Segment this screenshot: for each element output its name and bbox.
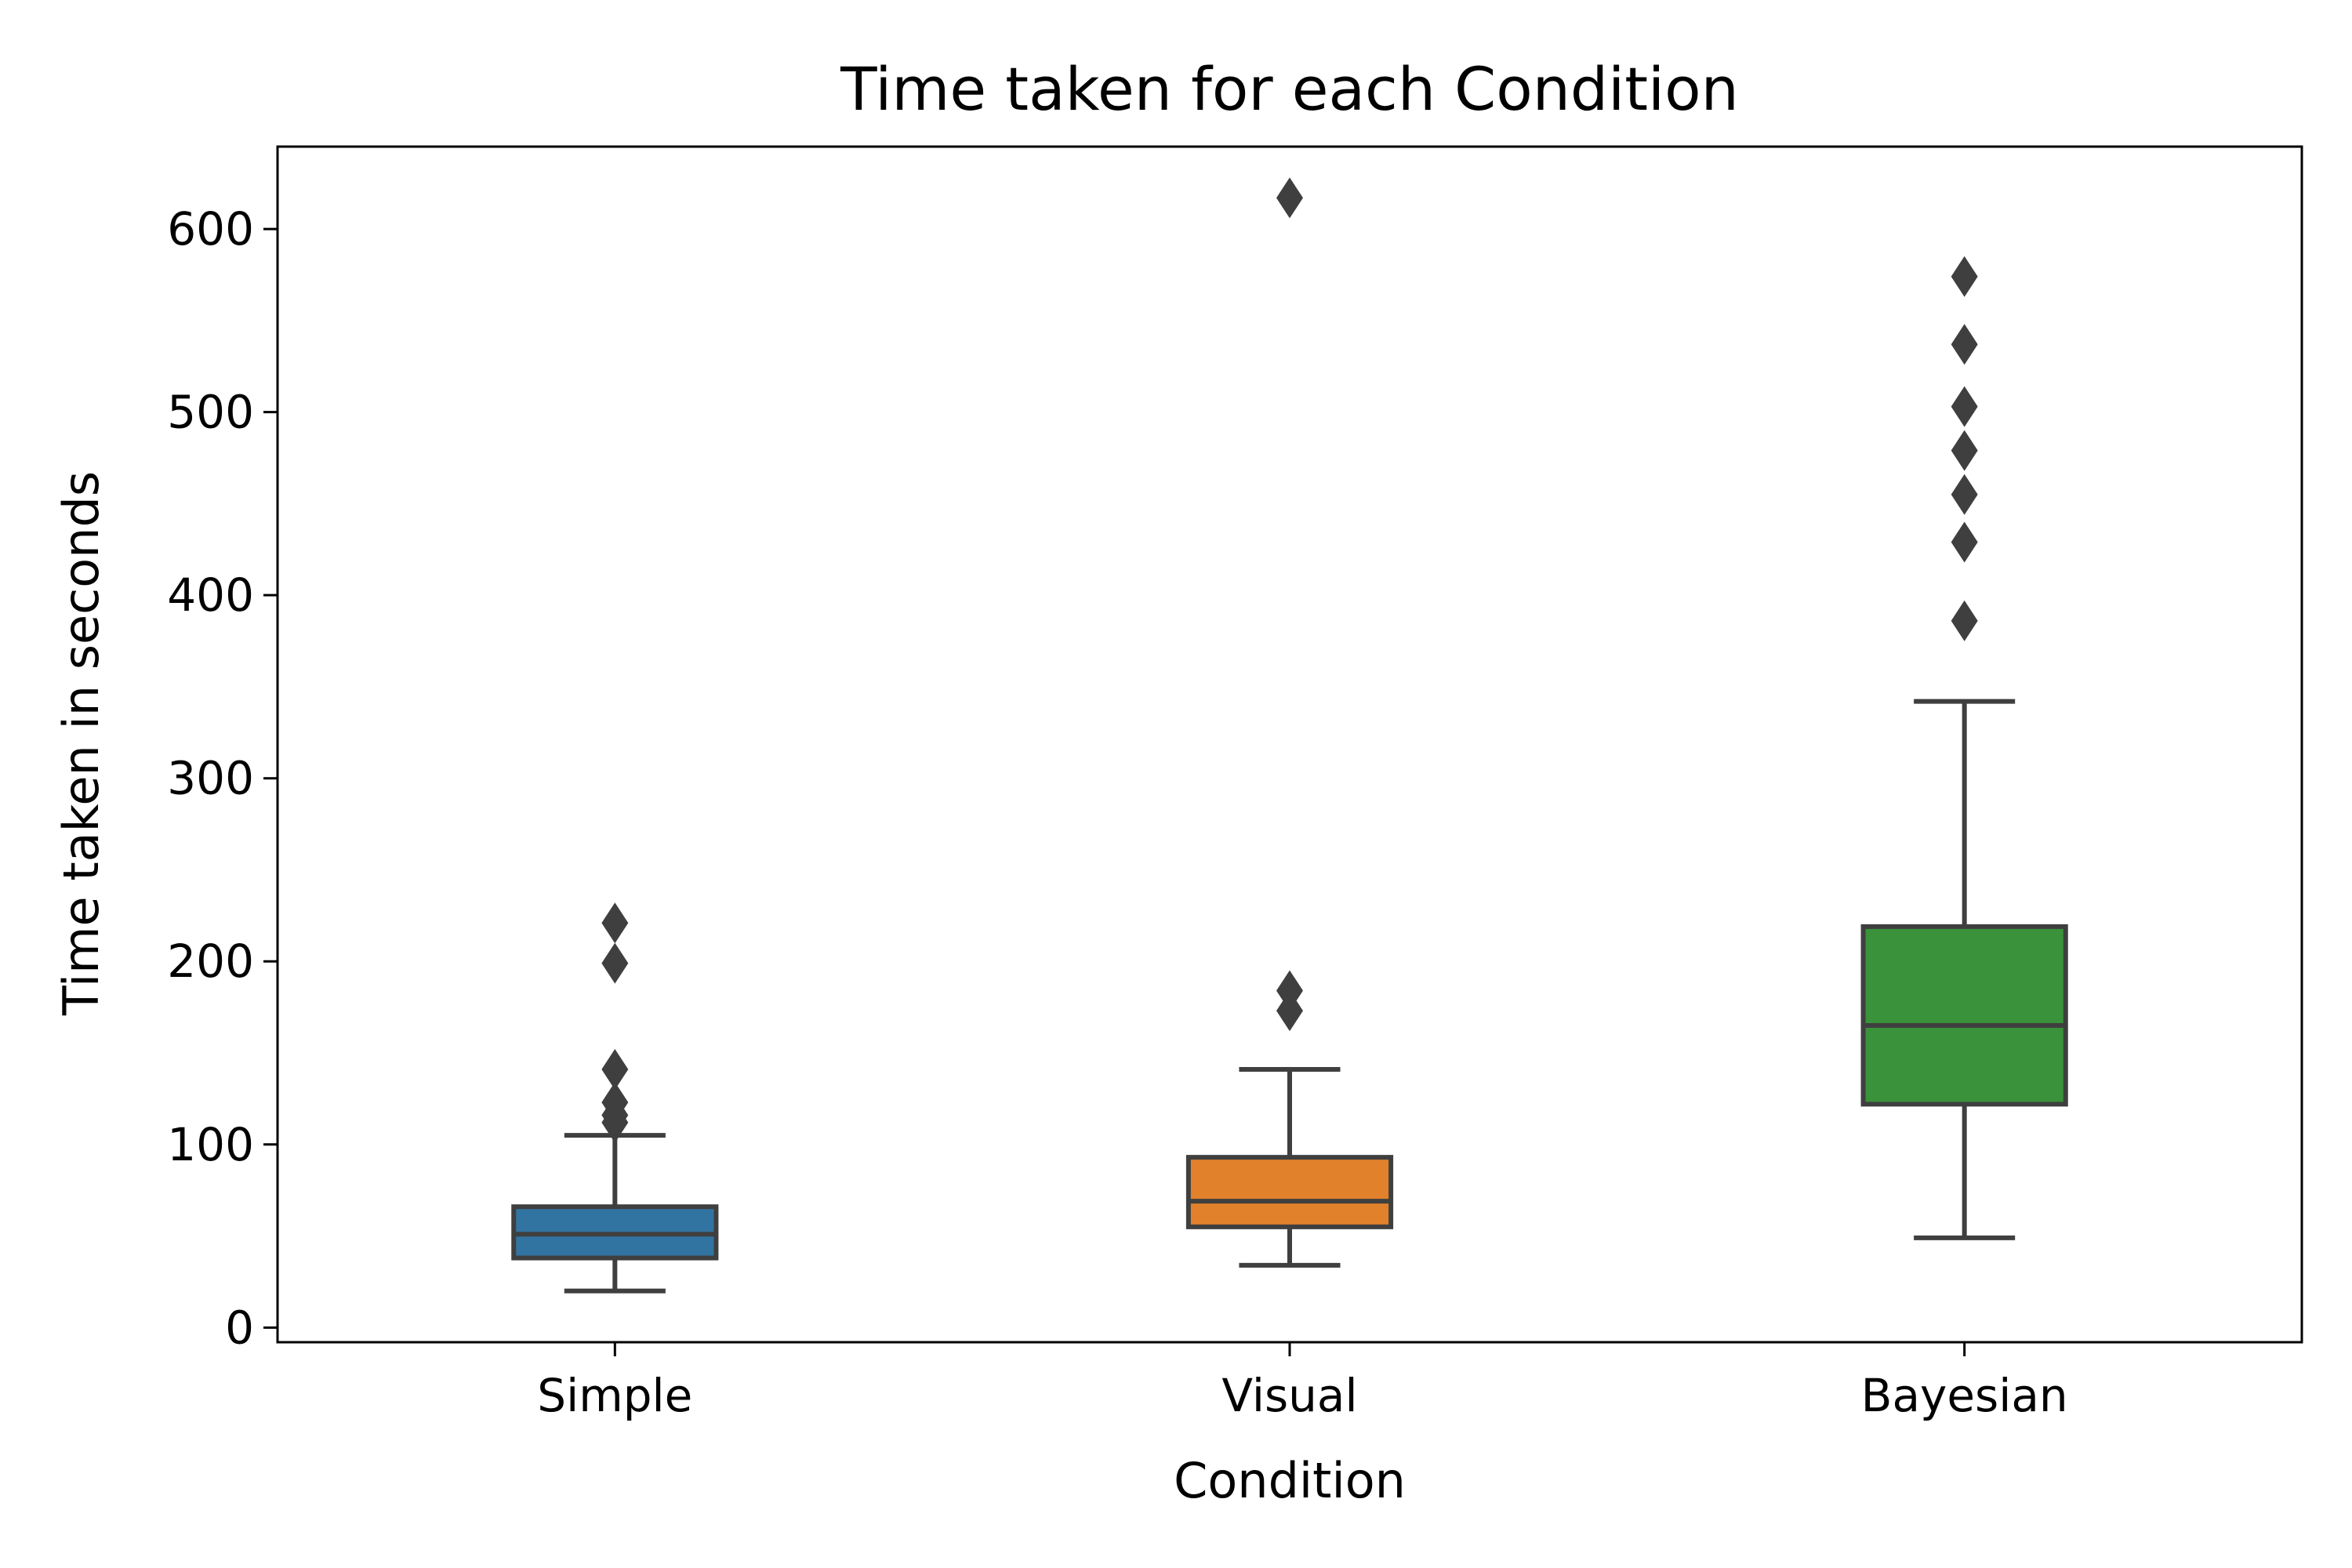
y-tick-label: 500 (167, 386, 254, 439)
y-tick-label: 600 (167, 202, 254, 256)
y-tick-label: 100 (167, 1118, 254, 1171)
y-tick-label: 400 (167, 568, 254, 622)
y-tick-label: 300 (167, 752, 254, 805)
box-visual (1185, 177, 1394, 1268)
box-simple (511, 902, 719, 1294)
outlier-point (1951, 386, 1978, 427)
outlier-point (1951, 474, 1978, 515)
x-axis-label: Condition (1174, 1452, 1406, 1509)
outlier-point (1276, 177, 1303, 219)
outlier-point (1951, 256, 1978, 297)
box-bayesian (1860, 256, 2068, 1240)
x-tick-label: Bayesian (1861, 1369, 2068, 1422)
box-series (511, 177, 2068, 1294)
outlier-point (1951, 430, 1978, 471)
outlier-point (1951, 324, 1978, 365)
x-tick-label: Visual (1221, 1369, 1357, 1422)
y-tick-label: 0 (225, 1301, 254, 1354)
chart-title: Time taken for each Condition (840, 54, 1739, 124)
outlier-point (601, 1082, 629, 1123)
outlier-point (1276, 970, 1303, 1011)
x-axis: Simple Visual Bayesian (537, 1342, 2068, 1422)
outlier-point (1951, 521, 1978, 563)
outlier-point (601, 1049, 629, 1091)
y-axis: 0 100 200 300 400 500 600 (167, 202, 278, 1354)
outlier-point (601, 902, 629, 944)
y-tick-label: 200 (167, 935, 254, 988)
y-axis-label: Time taken in seconds (53, 471, 110, 1016)
outlier-point (601, 942, 629, 984)
x-tick-label: Simple (537, 1369, 692, 1422)
box-body (1185, 1155, 1394, 1229)
box-body (1860, 924, 2068, 1107)
outlier-point (1951, 600, 1978, 641)
